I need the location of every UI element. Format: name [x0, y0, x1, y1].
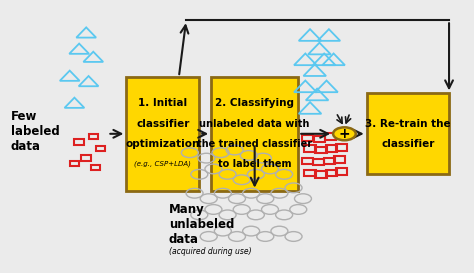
- Bar: [315, 147, 327, 153]
- Circle shape: [333, 127, 356, 140]
- Bar: [304, 146, 316, 152]
- Bar: [314, 136, 325, 143]
- Bar: [325, 133, 336, 140]
- Text: (e.g., CSP+LDA): (e.g., CSP+LDA): [134, 161, 191, 167]
- Text: 2. Classifying: 2. Classifying: [215, 98, 294, 108]
- Text: the trained classifier: the trained classifier: [197, 139, 312, 149]
- Bar: [82, 155, 91, 161]
- Bar: [70, 161, 79, 166]
- Bar: [91, 165, 100, 170]
- Bar: [326, 146, 337, 152]
- Bar: [96, 146, 105, 151]
- Text: optimization: optimization: [126, 139, 200, 149]
- Text: Many
unlabeled
data: Many unlabeled data: [169, 203, 234, 246]
- FancyBboxPatch shape: [126, 77, 199, 191]
- FancyBboxPatch shape: [211, 77, 298, 191]
- Text: unlabeled data with: unlabeled data with: [200, 119, 310, 129]
- Text: Few
labeled
data: Few labeled data: [11, 109, 60, 153]
- Bar: [334, 156, 346, 163]
- Bar: [304, 170, 316, 176]
- Text: (acquired during use): (acquired during use): [169, 247, 251, 256]
- Text: 3. Re-train the: 3. Re-train the: [365, 119, 451, 129]
- Text: 1. Initial: 1. Initial: [138, 98, 187, 108]
- Text: +: +: [338, 127, 350, 141]
- Text: classifier: classifier: [381, 139, 435, 149]
- Bar: [315, 171, 327, 177]
- Bar: [74, 139, 84, 145]
- Text: to label them: to label them: [218, 159, 292, 169]
- Bar: [313, 159, 324, 165]
- Bar: [336, 168, 347, 175]
- Bar: [324, 158, 335, 164]
- Text: classifier: classifier: [136, 119, 190, 129]
- Bar: [326, 170, 337, 176]
- Bar: [336, 144, 347, 150]
- Bar: [89, 134, 98, 139]
- Bar: [302, 158, 313, 164]
- FancyBboxPatch shape: [366, 93, 449, 174]
- Bar: [302, 135, 313, 141]
